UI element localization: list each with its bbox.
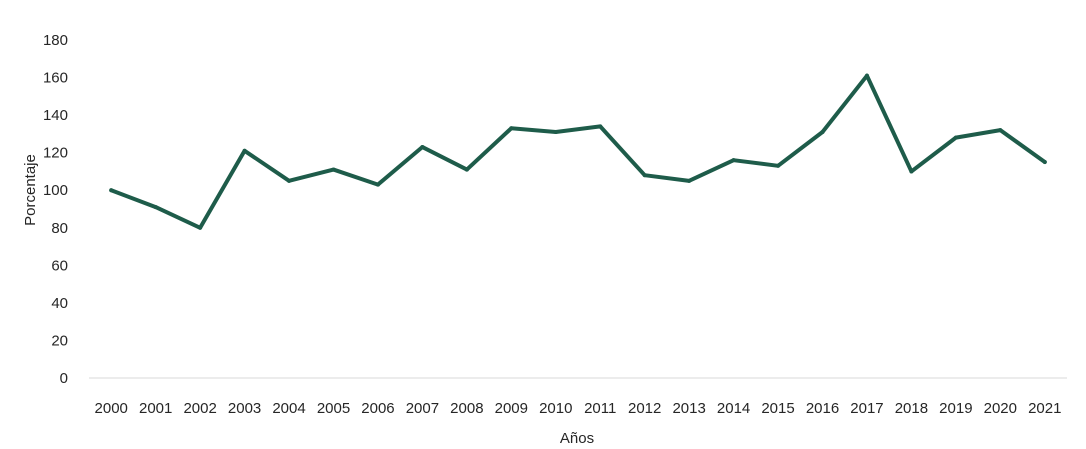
data-point [331, 167, 336, 172]
x-tick-label: 2017 [850, 400, 883, 417]
x-tick-label: 2002 [183, 400, 216, 417]
data-point [776, 163, 781, 168]
data-point [109, 188, 114, 193]
y-tick-label: 0 [60, 370, 68, 387]
x-tick-label: 2020 [984, 400, 1017, 417]
y-tick-label: 20 [51, 332, 68, 349]
data-point [1042, 160, 1047, 165]
x-axis-ticks: 2000 2001 2002 2003 2004 2005 2006 2007 2008 2009… [95, 400, 1062, 417]
data-point [287, 178, 292, 183]
x-tick-label: 2003 [228, 400, 261, 417]
data-point [420, 145, 425, 150]
data-point [820, 130, 825, 135]
data-point [375, 182, 380, 187]
y-axis-ticks: 0 20 40 60 80 100 120 140 160 180 [43, 32, 68, 387]
x-axis-title: Años [560, 430, 594, 447]
y-tick-label: 80 [51, 220, 68, 237]
x-tick-label: 2010 [539, 400, 572, 417]
y-tick-label: 40 [51, 295, 68, 312]
data-point [953, 135, 958, 140]
series-line [109, 73, 1047, 230]
x-tick-label: 2008 [450, 400, 483, 417]
y-tick-label: 60 [51, 257, 68, 274]
data-point [553, 130, 558, 135]
data-point [909, 169, 914, 174]
data-point [242, 148, 247, 153]
data-point [598, 124, 603, 129]
data-point [464, 167, 469, 172]
x-tick-label: 2007 [406, 400, 439, 417]
data-point [153, 205, 158, 210]
y-tick-label: 140 [43, 107, 68, 124]
x-tick-label: 2011 [584, 400, 616, 417]
x-tick-label: 2012 [628, 400, 661, 417]
x-tick-label: 2018 [895, 400, 928, 417]
series-group [109, 73, 1047, 230]
y-tick-label: 100 [43, 182, 68, 199]
x-tick-label: 2004 [272, 400, 305, 417]
data-point [642, 173, 647, 178]
data-point [998, 128, 1003, 133]
x-tick-label: 2000 [95, 400, 128, 417]
x-tick-label: 2014 [717, 400, 750, 417]
x-tick-label: 2016 [806, 400, 839, 417]
y-tick-label: 160 [43, 70, 68, 87]
data-point [509, 126, 514, 131]
data-point [731, 158, 736, 163]
y-axis-title: Porcentaje [22, 154, 39, 226]
data-point [864, 73, 869, 78]
x-tick-label: 2015 [761, 400, 794, 417]
y-tick-label: 120 [43, 145, 68, 162]
x-tick-label: 2005 [317, 400, 350, 417]
x-tick-label: 2013 [672, 400, 705, 417]
x-tick-label: 2019 [939, 400, 972, 417]
x-tick-label: 2021 [1028, 400, 1061, 417]
x-tick-label: 2001 [139, 400, 172, 417]
data-point [687, 178, 692, 183]
data-point [198, 225, 203, 230]
x-tick-label: 2006 [361, 400, 394, 417]
y-tick-label: 180 [43, 32, 68, 49]
x-tick-label: 2009 [495, 400, 528, 417]
